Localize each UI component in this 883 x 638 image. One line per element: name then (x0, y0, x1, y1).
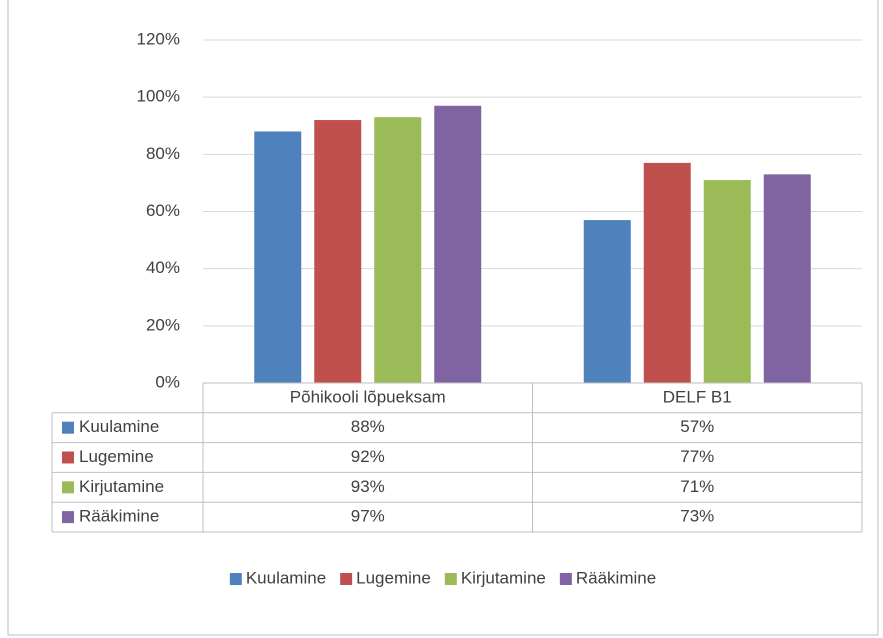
y-tick-label: 20% (146, 315, 180, 334)
table-row-label: Kirjutamine (79, 477, 164, 496)
table-legend-key (62, 421, 74, 434)
table-header: DELF B1 (663, 387, 732, 406)
bar (254, 131, 302, 383)
table-cell: 73% (680, 507, 714, 526)
legend-key (559, 573, 572, 585)
table-header: Põhikooli lõpueksam (290, 387, 446, 406)
bar (763, 174, 811, 383)
table-row-label: Rääkimine (79, 507, 159, 526)
y-tick-label: 0% (155, 372, 180, 391)
legend-label: Kuulamine (246, 568, 326, 587)
y-tick-label: 100% (137, 87, 180, 106)
bar (643, 162, 691, 383)
legend-label: Lugemine (356, 568, 431, 587)
legend-key (229, 573, 242, 585)
legend-label: Kirjutamine (461, 568, 546, 587)
legend: Kuulamine Lugemine Kirjutamine Rääkimine (229, 568, 656, 587)
table-cell: 71% (680, 477, 714, 496)
y-tick-label: 120% (137, 29, 180, 48)
table-cell: 77% (680, 447, 714, 466)
table-cell: 88% (351, 417, 385, 436)
y-tick-label: 80% (146, 144, 180, 163)
y-tick-label: 60% (146, 201, 180, 220)
y-tick-label: 40% (146, 258, 180, 277)
table-legend-key (62, 481, 74, 494)
bar (314, 120, 362, 384)
legend-key (340, 573, 353, 585)
legend-label: Rääkimine (576, 568, 656, 587)
table-cell: 97% (351, 507, 385, 526)
bar (703, 180, 751, 383)
table-legend-key (62, 451, 74, 464)
table-cell: 57% (680, 417, 714, 436)
bar (434, 105, 482, 383)
table-cell: 92% (351, 447, 385, 466)
table-cell: 93% (351, 477, 385, 496)
legend-key (444, 573, 457, 585)
bar (374, 117, 422, 384)
table-row-label: Kuulamine (79, 417, 159, 436)
table-legend-key (62, 511, 74, 524)
table-row-label: Lugemine (79, 447, 154, 466)
bar (583, 220, 631, 383)
